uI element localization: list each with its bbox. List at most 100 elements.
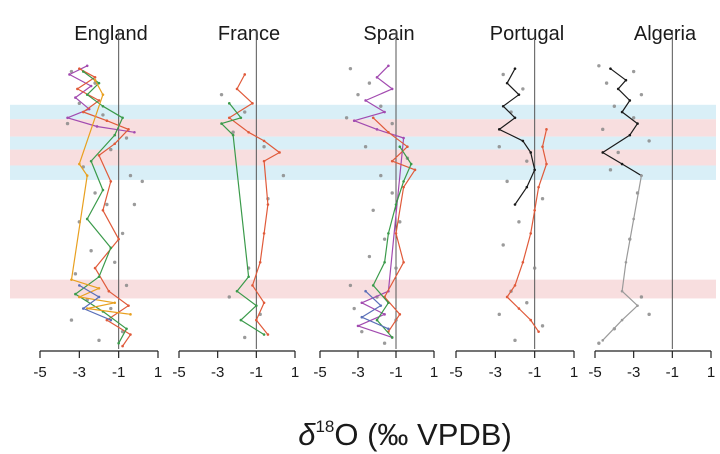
series-line-2 xyxy=(372,146,412,338)
series-point xyxy=(85,307,89,310)
series-point xyxy=(529,151,533,154)
series-point xyxy=(375,128,379,131)
series-point xyxy=(383,110,386,114)
series-point xyxy=(247,130,250,134)
data-point xyxy=(501,72,505,77)
series-point xyxy=(129,313,132,316)
series-point xyxy=(513,284,517,287)
data-point xyxy=(398,220,402,224)
panel-title: Portugal xyxy=(490,23,565,45)
data-point xyxy=(352,306,356,311)
x-axis-label: δ18O (‰ VPDB) xyxy=(298,417,512,452)
x-tick-label: -1 xyxy=(389,364,402,381)
series-point xyxy=(379,304,383,307)
series-point xyxy=(66,116,69,120)
series-point xyxy=(533,168,536,172)
series-point xyxy=(390,87,394,91)
series-point xyxy=(247,275,250,279)
data-point xyxy=(394,266,398,270)
series-point xyxy=(525,185,529,189)
series-point xyxy=(537,330,540,333)
series-point xyxy=(85,217,89,221)
series-point xyxy=(127,304,130,307)
series-point xyxy=(262,333,266,336)
series-point xyxy=(97,99,101,102)
series-point xyxy=(521,139,525,143)
series-point xyxy=(398,145,402,148)
series-point xyxy=(387,301,390,305)
series-point xyxy=(95,125,99,128)
x-tick-label: -3 xyxy=(627,364,640,381)
series-point xyxy=(609,67,612,70)
series-point xyxy=(97,154,101,157)
data-point xyxy=(243,110,247,114)
x-label-superscript: 18 xyxy=(315,417,334,436)
series-point xyxy=(78,67,81,70)
panel-england: England -5 -3 -1 1 xyxy=(33,23,162,381)
data-point xyxy=(497,145,501,149)
data-point xyxy=(109,306,113,311)
data-point xyxy=(140,179,144,184)
data-point xyxy=(356,92,360,97)
x-tick-label: -3 xyxy=(489,364,502,381)
series-point xyxy=(97,287,101,290)
series-point xyxy=(227,102,231,105)
data-point xyxy=(227,295,231,299)
data-point xyxy=(616,150,620,155)
series-point xyxy=(360,315,364,319)
series-point xyxy=(235,289,239,293)
x-tick-label: -1 xyxy=(528,364,541,381)
data-point xyxy=(231,130,235,134)
series-line-4 xyxy=(78,284,112,321)
series-point xyxy=(278,151,281,154)
data-point xyxy=(219,92,224,97)
series-point xyxy=(356,324,360,328)
series-point xyxy=(101,93,105,96)
series-point xyxy=(81,70,85,73)
x-tick-label: 1 xyxy=(570,364,578,381)
data-point xyxy=(382,237,387,241)
data-point xyxy=(608,168,613,172)
data-point xyxy=(65,121,70,126)
series-point xyxy=(517,93,521,96)
series-point xyxy=(390,159,394,163)
data-point xyxy=(631,69,636,74)
x-tick-label: 1 xyxy=(430,364,438,381)
series-point xyxy=(113,142,117,146)
series-point xyxy=(74,292,77,296)
x-tick-label: -3 xyxy=(73,364,86,381)
series-line-3 xyxy=(361,290,389,330)
series-point xyxy=(258,261,262,264)
data-point xyxy=(101,113,105,117)
data-point xyxy=(69,69,74,74)
series-point xyxy=(406,145,409,148)
panel-title: Spain xyxy=(363,23,414,45)
data-point xyxy=(348,283,353,288)
series-point xyxy=(262,232,266,235)
series-point xyxy=(78,284,81,287)
series-point xyxy=(255,304,258,307)
series-point xyxy=(394,203,398,206)
series-point xyxy=(85,93,89,96)
data-point xyxy=(128,173,133,178)
data-point xyxy=(639,295,644,299)
data-point xyxy=(109,147,113,152)
x-tick-label: -3 xyxy=(211,364,224,381)
series-point xyxy=(521,261,525,264)
series-point xyxy=(390,336,394,339)
series-point xyxy=(97,81,101,85)
band-blue-0 xyxy=(10,104,716,120)
data-point xyxy=(390,191,394,195)
series-point xyxy=(101,188,105,192)
series-point xyxy=(402,136,405,140)
series-point xyxy=(81,110,85,114)
series-point xyxy=(220,122,223,125)
data-point xyxy=(505,179,509,184)
series-point xyxy=(513,116,517,120)
series-point xyxy=(624,261,628,264)
series-point xyxy=(537,185,540,189)
series-point xyxy=(640,174,643,177)
series-point xyxy=(409,162,413,166)
series-point xyxy=(243,73,247,76)
series-point xyxy=(371,116,375,120)
